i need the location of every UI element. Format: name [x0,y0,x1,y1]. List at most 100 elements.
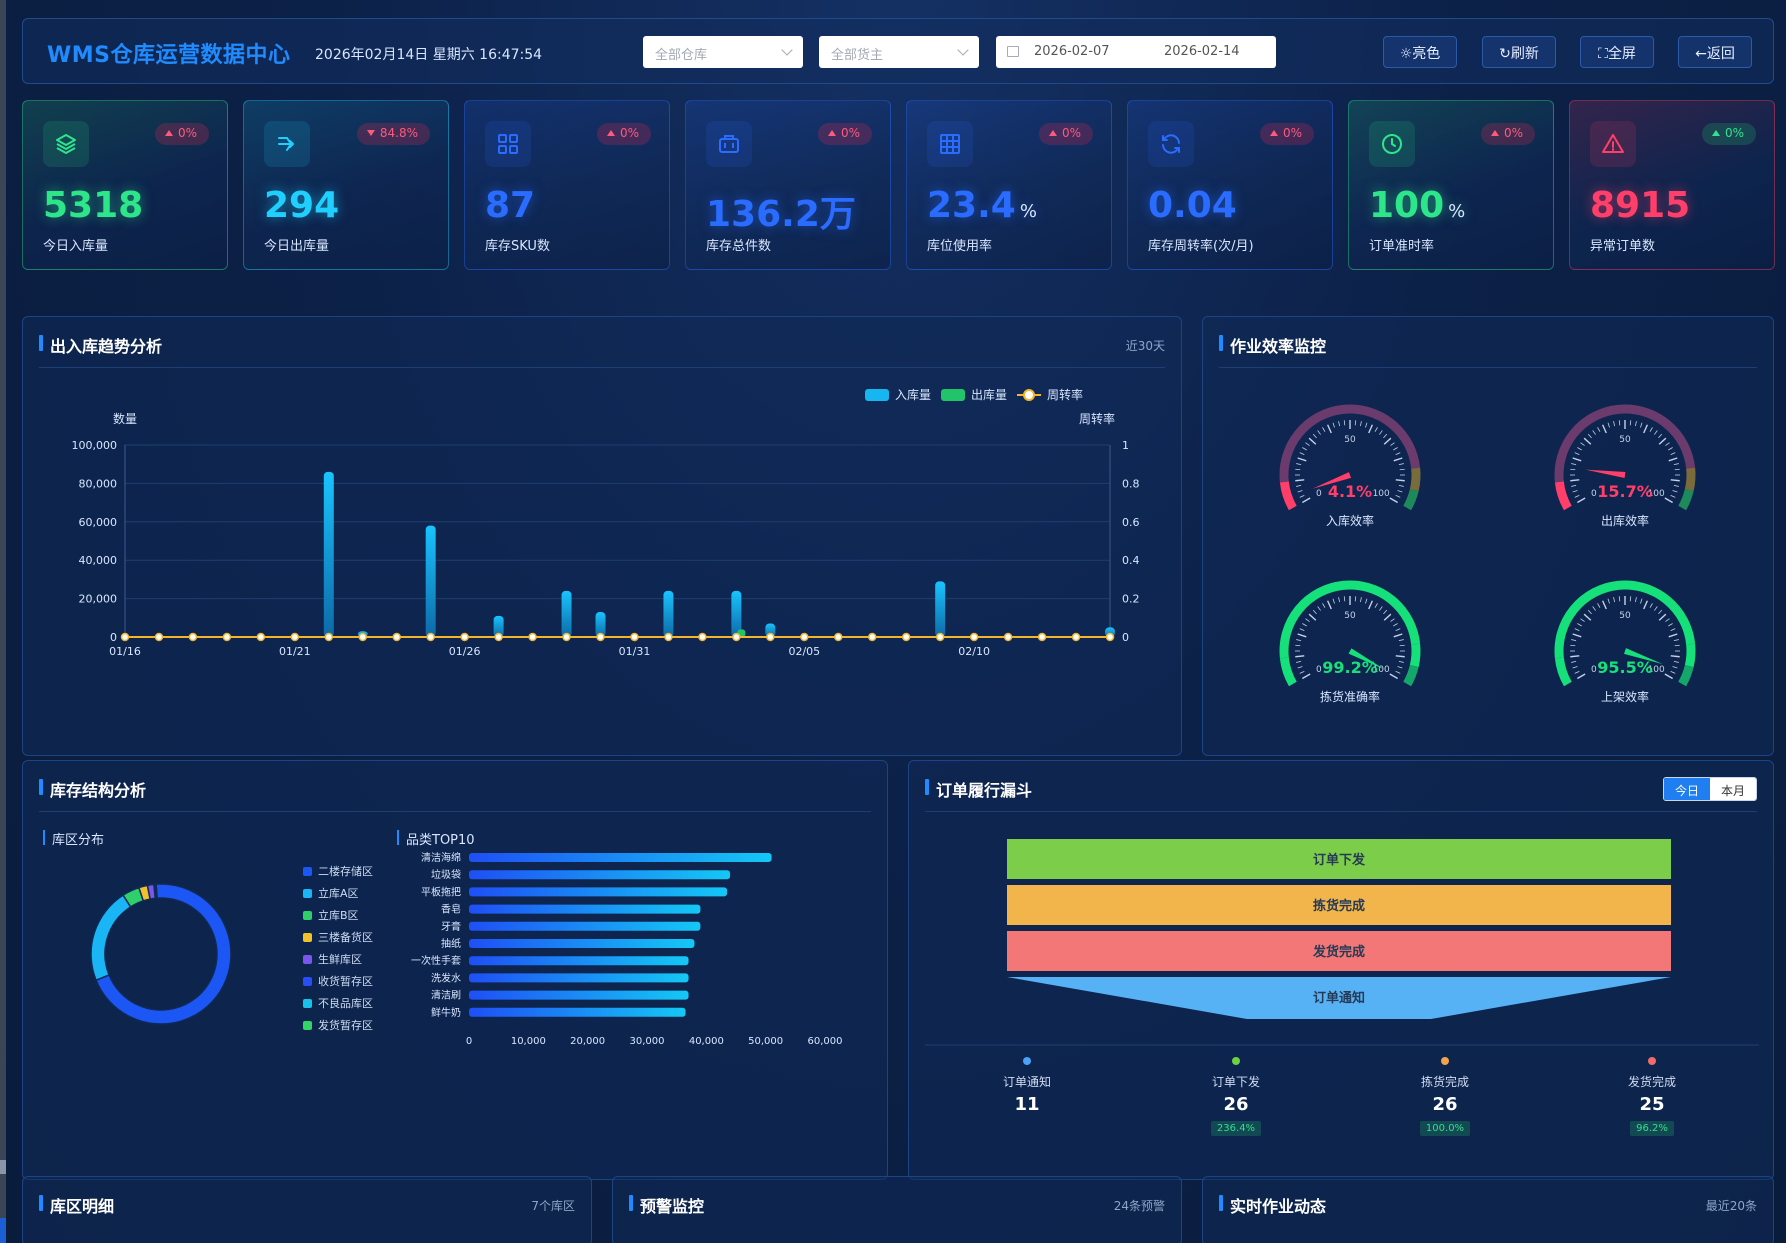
gauge-tick-label: 100 [1373,489,1390,499]
outbound-arrow-icon [264,121,310,167]
trend-legend: 入库量 出库量 周转率 [865,387,1083,402]
back-button[interactable]: ←返回 [1678,36,1752,68]
category-x-tick: 20,000 [570,1036,605,1047]
zone-legend-item[interactable]: 二楼存储区 [303,863,373,879]
briefcase-icon [706,121,752,167]
table-icon [927,121,973,167]
refresh-button[interactable]: ↻刷新 [1482,36,1556,68]
category-bar [469,904,701,914]
zone-detail-panel: 库区明细 7个库区 [22,1176,592,1243]
efficiency-gauges: 0501004.1%入库效率05010015.7%出库效率05010099.2%… [1279,404,1696,704]
x-tick-label: 01/31 [619,645,651,658]
category-label: 清洁刷 [431,989,461,1002]
legend-outbound-swatch [941,389,965,401]
turnover-point [562,632,571,642]
trend-panel: 出入库趋势分析 近30天 入库量 出库量 周转率 数量 周转率 100,000 1 80,00… [22,316,1182,756]
funnel-stage[interactable] [1007,885,1671,925]
kpi-card: 0% 0.04 库存周转率(次/月) [1127,100,1333,270]
realtime-panel: 实时作业动态 最近20条 [1202,1176,1774,1243]
x-tick-label: 01/21 [279,645,311,658]
warning-icon [1590,121,1636,167]
category-label: 鲜牛奶 [431,1006,461,1019]
inbound-bar [731,590,742,637]
zone-legend-item[interactable]: 生鲜库区 [303,951,362,967]
alert-title: 预警监控 [629,1193,704,1217]
kpi-label: 库位使用率 [927,239,993,254]
date-range-picker[interactable]: 2026-02-07 2026-02-14 [996,36,1276,68]
gauge-value: 95.5% [1597,658,1653,677]
category-label: 平板拖把 [421,885,461,898]
trend-range-note: 近30天 [1125,339,1165,353]
zone-legend-item[interactable]: 三楼备货区 [303,929,373,945]
category-bar [469,990,689,1000]
realtime-note: 最近20条 [1705,1199,1757,1213]
y2-axis-title: 周转率 [1079,411,1115,426]
turnover-point [732,632,741,642]
zone-legend-item[interactable]: 不良品库区 [303,995,373,1011]
y2-tick-label: 0.6 [1122,516,1140,529]
kpi-change-badge: 0% [1259,123,1314,145]
alert-panel: 预警监控 24条预警 [612,1176,1182,1243]
gauge-value: 15.7% [1597,482,1653,501]
funnel-stage[interactable] [1007,839,1671,879]
warehouse-select[interactable]: 全部仓库 [643,36,803,68]
kpi-label: 库存SKU数 [485,239,550,254]
kpi-card: 0% 8915 异常订单数 [1569,100,1775,270]
y2-tick-label: 0.2 [1122,593,1140,606]
dashboard: WMS仓库运营数据中心 2026年02月14日 星期六 16:47:54 全部仓… [6,0,1786,1243]
turnover-point [154,632,164,642]
y2-tick-label: 1 [1122,439,1129,452]
gauge-tick-label: 0 [1591,665,1597,675]
turnover-point [426,632,435,642]
date-start[interactable]: 2026-02-07 [1034,44,1110,59]
y-tick-label: 0 [110,631,117,644]
chevron-down-icon [781,44,793,56]
gauge-name: 入库效率 [1326,513,1374,528]
owner-select-value: 全部货主 [831,48,884,63]
fullscreen-button[interactable]: ⛶全屏 [1580,36,1654,68]
zone-slice [90,894,132,982]
kpi-label: 今日入库量 [43,239,109,254]
zone-slice [154,883,158,899]
funnel-stat: 拣货完成 26 100.0% [1385,1057,1505,1136]
owner-select[interactable]: 全部货主 [819,36,979,68]
zone-legend-item[interactable]: 发货暂存区 [303,1017,373,1033]
category-x-tick: 0 [466,1036,472,1047]
gauge-tick-label: 100 [1373,665,1390,675]
kpi-value: 87 [485,185,536,226]
y-tick-label: 80,000 [79,477,118,490]
kpi-card: 0% 87 库存SKU数 [464,100,670,270]
zone-legend-item[interactable]: 立库B区 [303,907,359,923]
turnover-point [901,632,911,642]
category-bar [469,870,731,880]
tab-today[interactable]: 今日 [1664,778,1710,800]
light-theme-button[interactable]: ☼亮色 [1383,36,1457,68]
date-end[interactable]: 2026-02-14 [1164,44,1240,59]
kpi-change-badge: 0% [1480,123,1535,145]
tab-month[interactable]: 本月 [1710,778,1756,800]
kpi-label: 今日出库量 [264,239,330,254]
zone-legend-item[interactable]: 收货暂存区 [303,973,373,989]
funnel-stage-label: 发货完成 [1312,944,1365,960]
funnel-stage[interactable] [1007,977,1671,1019]
category-bar [469,939,695,948]
legend-turnover-label: 周转率 [1047,387,1083,402]
turnover-point [664,632,673,642]
kpi-value: 8915 [1590,185,1691,226]
trend-title: 出入库趋势分析 [39,333,162,357]
gauge-tick-label: 100 [1648,489,1665,499]
x-tick-label: 02/05 [788,645,820,658]
turnover-point [867,632,877,642]
funnel-stage[interactable] [1007,931,1671,971]
category-bar [469,1007,686,1017]
turnover-point [1071,632,1081,642]
refresh-cycle-icon [1148,121,1194,167]
calendar-icon [1007,46,1019,57]
funnel-period-tabs: 今日 本月 [1663,777,1757,801]
zone-legend-item[interactable]: 立库A区 [303,885,359,901]
turnover-point [834,632,843,642]
category-label: 抽纸 [441,937,461,950]
